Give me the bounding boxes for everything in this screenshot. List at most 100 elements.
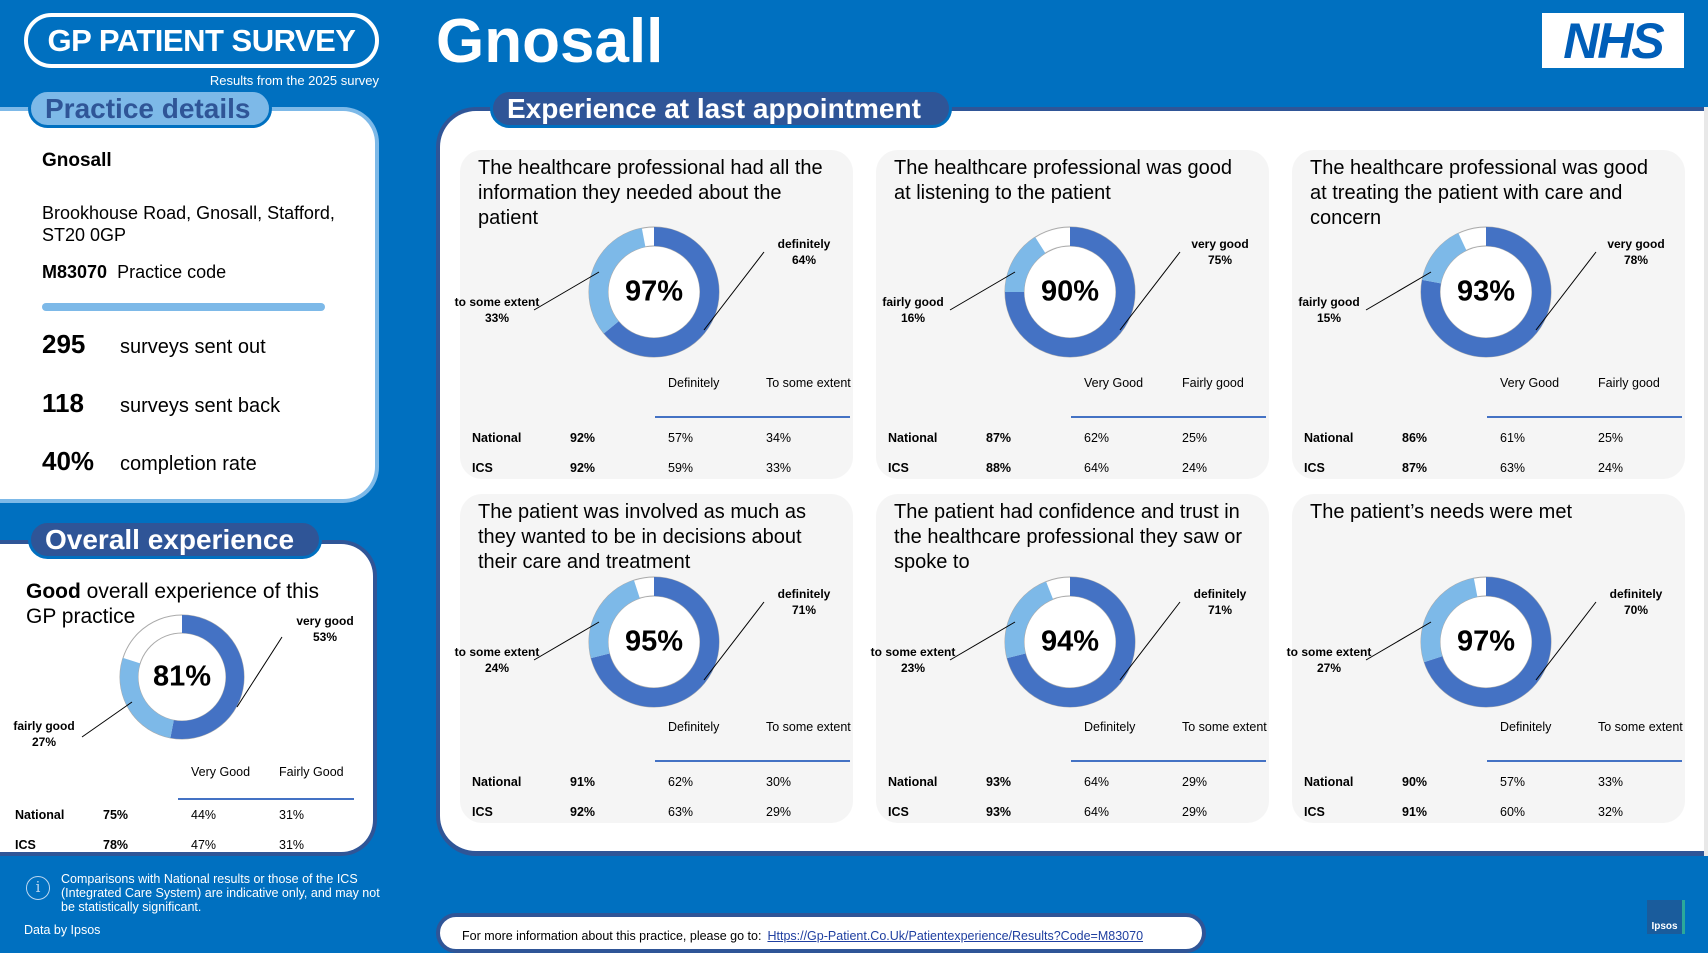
leader-line [1535,601,1597,681]
donut-remainder [1035,228,1071,253]
column-header: To some extent [1598,720,1683,734]
question-card: The healthcare professional had all the … [455,150,853,479]
info-icon: i [26,876,50,900]
row-total: 92% [570,431,596,445]
donut-chart [81,614,283,740]
row-total: 87% [1402,461,1428,475]
row-name: ICS [472,461,493,475]
row-value-a: 60% [1500,805,1526,819]
stat-value: 40% [42,446,95,476]
column-header: To some extent [1182,720,1267,734]
column-header: To some extent [766,720,851,734]
row-total: 87% [986,431,1012,445]
question-card: The patient had confidence and trust in … [871,494,1269,823]
row-value-b: 25% [1598,431,1624,445]
column-header: Fairly good [1182,376,1244,390]
row-name: ICS [888,805,909,819]
row-name: ICS [1304,461,1325,475]
row-value-b: 33% [766,461,792,475]
segment-label: fairly good 27% [13,719,75,749]
donut-chart [949,576,1181,708]
donut-total: 95% [624,625,684,658]
row-total: 88% [986,461,1012,475]
overall-donut-area: 81% very good 53% fairly good 27% Very Good Fa… [0,540,377,856]
leader-line [1119,601,1181,681]
row-total: 91% [570,775,596,789]
practice-address: Brookhouse Road, Gnosall, Stafford, ST20… [42,203,335,245]
column-header: Fairly good [1598,376,1660,390]
row-value-a: 57% [668,431,694,445]
stat-value: 118 [42,388,84,418]
row-value-a: 64% [1084,805,1110,819]
row-value-a: 62% [1084,431,1110,445]
row-name: National [888,431,938,445]
row-name: ICS [472,805,493,819]
donut-chart [533,576,765,708]
donut-segment-overall-1 [120,657,175,738]
header-rule [178,798,354,800]
segment-label: very good 75% [1191,237,1249,267]
row-value-a: 63% [1500,461,1526,475]
divider-bar [42,303,325,311]
question-title: The patient’s needs were met [1310,501,1573,523]
row-name: National [15,808,65,822]
leader-line [236,636,283,708]
question-title: The healthcare professional had all the … [478,157,823,229]
donut-segment-0-0 [603,227,719,357]
row-total: 92% [570,805,596,819]
leader-line [81,701,133,738]
practice-code-row: M83070 Practice code [42,262,226,283]
row-value-a: 59% [668,461,694,475]
segment-label: very good 78% [1607,237,1665,267]
segment-label: to some extent 24% [454,645,540,675]
donut-total: 93% [1456,275,1516,308]
header-rule [1487,416,1682,418]
donut-remainder [642,228,655,246]
column-header: Very Good [1500,376,1560,390]
question-title: The healthcare professional was good at … [894,157,1232,204]
leader-line [1535,251,1597,331]
segment-label: very good 53% [296,614,354,644]
row-value-a: 47% [191,838,217,852]
row-name: National [472,775,522,789]
row-name: National [1304,431,1354,445]
data-by-ipsos: Data by Ipsos [24,923,101,937]
leader-line [1119,251,1181,331]
more-info-bar: For more information about this practice… [436,913,1206,953]
leader-line [949,271,1016,311]
stat-completion-rate: 40% completion rate [42,446,257,477]
practice-name: Gnosall [42,150,112,171]
donut-remainder [123,616,183,664]
header-rule [655,760,850,762]
segment-label: definitely 71% [1193,587,1247,617]
experience-tab: Experience at last appointment [490,89,952,128]
donut-total: 94% [1040,625,1100,658]
row-value-b: 25% [1182,431,1208,445]
segment-label: fairly good 16% [882,295,944,325]
header-rule [1487,760,1682,762]
donut-chart [533,226,765,358]
header-rule [1071,416,1266,418]
column-header: To some extent [766,376,851,390]
donut-chart [1365,226,1597,358]
stat-label: surveys sent out [120,336,266,358]
row-value-b: 24% [1598,461,1624,475]
row-value-a: 62% [668,775,694,789]
leader-line [533,271,600,311]
donut-total: 81% [152,660,212,693]
row-total: 75% [103,808,129,822]
header-rule [655,416,850,418]
row-name: National [888,775,938,789]
stat-sent-out: 295 surveys sent out [42,329,266,360]
comparison-note: Comparisons with National results or tho… [61,872,380,914]
donut-segment-2-0 [1421,227,1551,357]
row-name: ICS [15,838,36,852]
row-total: 92% [570,461,596,475]
row-total: 93% [986,805,1012,819]
practice-code-label: Practice code [117,262,227,282]
column-header: Very Good [1084,376,1144,390]
row-value-b: 33% [1598,775,1624,789]
donut-total: 90% [1040,275,1100,308]
row-value-a: 64% [1084,461,1110,475]
practice-results-link[interactable]: Https://Gp-Patient.Co.Uk/Patientexperien… [767,929,1144,943]
